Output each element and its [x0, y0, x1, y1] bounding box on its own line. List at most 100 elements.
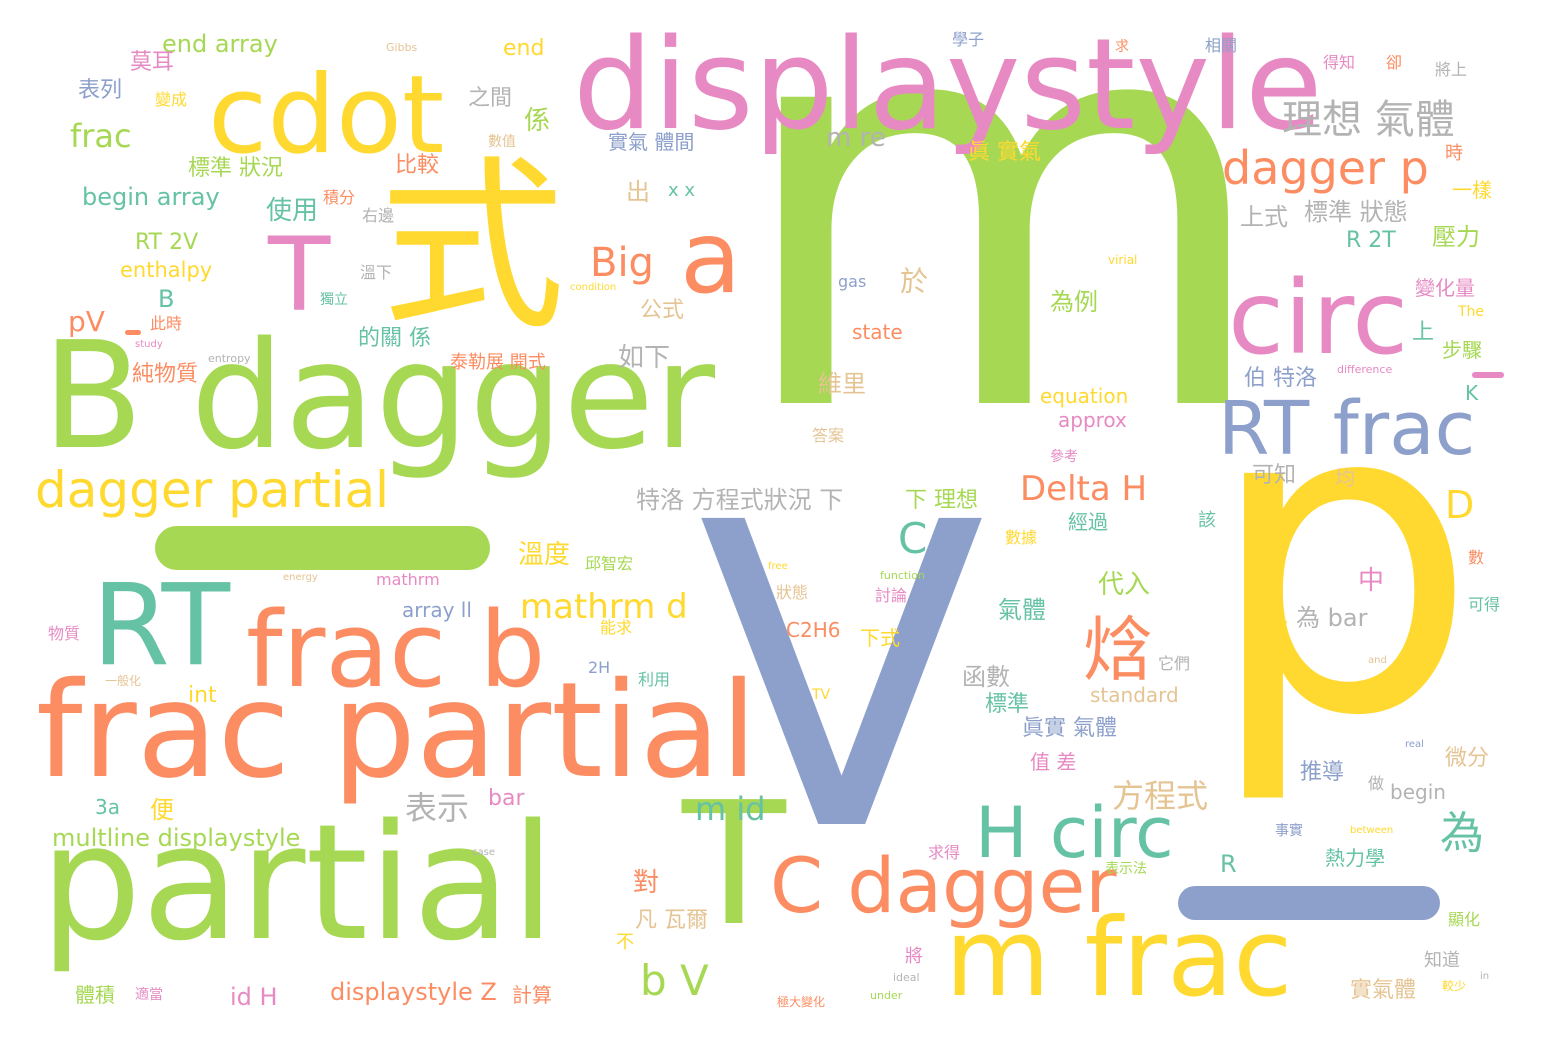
- word: 變化量: [1415, 276, 1475, 300]
- word: RT frac: [1218, 386, 1476, 472]
- word: 公式: [640, 298, 685, 323]
- word: 不: [616, 932, 634, 953]
- word: 均: [1335, 466, 1355, 490]
- word: 凡 瓦爾: [635, 908, 708, 933]
- word: displaystyle Z: [330, 978, 497, 1006]
- word: C2H6: [786, 618, 841, 642]
- word: 答案: [812, 426, 845, 445]
- word: 為例: [1050, 288, 1098, 316]
- word: approx: [1058, 408, 1127, 432]
- word: mathrm d: [520, 587, 688, 627]
- word: 之間: [468, 86, 513, 111]
- word: 知道: [1424, 950, 1460, 971]
- word: 此時: [150, 314, 183, 333]
- word: D: [1445, 483, 1475, 527]
- word: 表示法: [1105, 861, 1147, 877]
- word: 下式: [860, 626, 900, 650]
- word: 一樣: [1452, 178, 1492, 202]
- word: R 2T: [1346, 228, 1396, 253]
- word: 使用: [266, 196, 319, 226]
- word: 可得: [1468, 595, 1501, 614]
- word: B: [158, 285, 175, 313]
- word: 表列: [78, 78, 123, 103]
- word: end: [503, 36, 545, 61]
- word: 步驟: [1442, 338, 1482, 362]
- word: 溫度: [518, 540, 571, 570]
- word: RT: [92, 561, 231, 691]
- word: C dagger: [770, 841, 1117, 930]
- word: Gibbs: [386, 41, 418, 54]
- word: S: [1275, 618, 1289, 643]
- word: 方程式: [1112, 777, 1209, 815]
- word: 數: [1468, 548, 1485, 567]
- word: 於: [900, 265, 929, 298]
- word: multline displaystyle: [52, 824, 301, 852]
- word: T: [682, 766, 786, 964]
- word: cdot: [208, 53, 445, 178]
- word: 代入: [1098, 570, 1151, 600]
- underscore-stroke-small-orange: [125, 330, 141, 335]
- word: K: [1465, 381, 1479, 405]
- word: 便: [150, 796, 174, 824]
- word: 伯 特洛: [1244, 366, 1317, 391]
- word: 式: [380, 139, 565, 355]
- word: frac: [70, 117, 132, 155]
- word: 標準: [985, 692, 1030, 717]
- word: 係: [524, 106, 551, 136]
- word: 討論: [875, 586, 908, 605]
- word: 數值: [488, 134, 516, 150]
- word: 顯化: [1448, 910, 1481, 929]
- word: 將上: [1435, 60, 1468, 79]
- word: frac b: [246, 589, 546, 711]
- word: RT 2V: [135, 230, 199, 255]
- word: and: [1368, 655, 1387, 666]
- word: condition: [570, 282, 617, 293]
- word: 推導: [1300, 760, 1345, 785]
- word: 事實: [1275, 823, 1303, 839]
- word: gas: [838, 272, 867, 291]
- word: 函數: [962, 663, 1010, 691]
- word: The: [1458, 304, 1485, 320]
- word: between: [1350, 825, 1394, 836]
- word: m frac: [945, 896, 1293, 1021]
- word: B dagger: [42, 310, 716, 482]
- word: 能求: [600, 618, 633, 637]
- word: 它們: [1158, 654, 1191, 673]
- word: 中: [1358, 566, 1385, 596]
- word: 的關 係: [358, 326, 431, 351]
- word: 得知: [1323, 53, 1356, 72]
- word: 卻: [1386, 53, 1403, 72]
- word: 眞實 氣體: [1022, 716, 1117, 741]
- word: 做: [1368, 774, 1385, 793]
- word: free: [768, 561, 788, 572]
- word: pV: [68, 305, 105, 338]
- word: ideal: [893, 971, 920, 984]
- word: 值 差: [1030, 750, 1077, 774]
- word: b V: [640, 956, 709, 1005]
- word: 可知: [1252, 463, 1297, 488]
- word: 壓力: [1432, 223, 1480, 251]
- word: 熱力學: [1325, 846, 1385, 870]
- word: 表示: [405, 789, 470, 827]
- word: 實氣體: [1350, 978, 1417, 1003]
- word: 變成: [155, 90, 188, 109]
- word: study: [135, 339, 163, 350]
- word: mathrm: [376, 570, 440, 589]
- word: id H: [230, 983, 278, 1011]
- word: bar: [488, 786, 525, 811]
- word: 如下: [618, 343, 671, 373]
- word: 實氣 體間: [608, 130, 695, 154]
- word: under: [870, 989, 903, 1002]
- word: 泰勒展 開式: [450, 352, 546, 373]
- word: 相關: [1205, 36, 1238, 55]
- word: frac partial: [36, 654, 758, 808]
- word: 莫耳: [130, 50, 175, 75]
- word: 溫下: [360, 263, 393, 282]
- word: difference: [1337, 363, 1393, 376]
- word: state: [852, 320, 903, 344]
- word: 時: [1445, 143, 1463, 164]
- word: 眞 實氣: [968, 140, 1041, 165]
- word: 體積: [75, 983, 115, 1007]
- word: a: [680, 199, 742, 316]
